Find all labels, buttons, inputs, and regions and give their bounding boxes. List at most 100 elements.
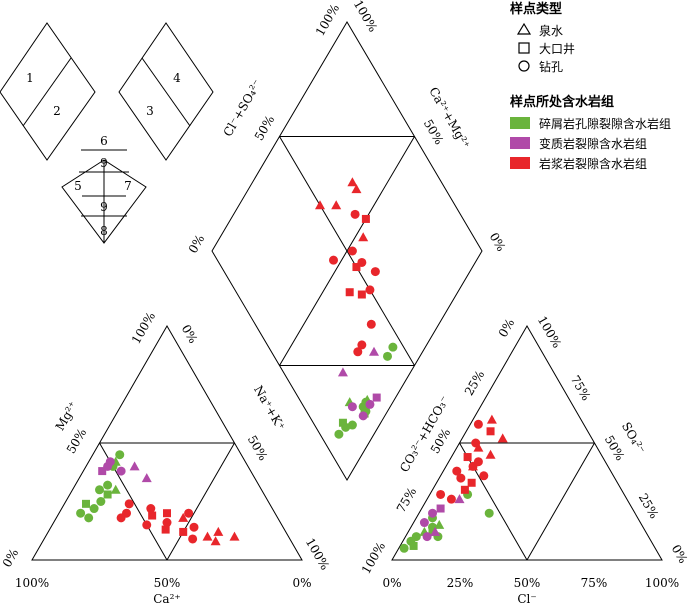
sample-point-diamond <box>345 288 354 297</box>
anion-tick-right: 25% <box>636 491 661 521</box>
key-label-5: 5 <box>74 179 82 193</box>
sample-point-cation <box>76 508 86 518</box>
sample-point-cation <box>98 467 107 476</box>
sample-point-cation <box>84 513 94 523</box>
sample-point-anion <box>409 541 418 550</box>
sample-point-anion <box>468 461 478 471</box>
sample-point-diamond <box>334 429 344 439</box>
cation-tick: 50% <box>154 576 181 590</box>
sample-point-diamond <box>331 200 342 210</box>
sample-point-anion <box>446 494 456 504</box>
anion-tick-right: 75% <box>568 373 593 403</box>
sample-point-anion <box>486 414 497 424</box>
legend-swatch <box>510 157 530 169</box>
legend-type-label: 泉水 <box>539 24 563 38</box>
sample-point-diamond <box>353 347 363 357</box>
legend-group-title: 样点所处含水岩组 <box>510 94 614 110</box>
sample-point-diamond <box>358 411 368 421</box>
sample-point-anion <box>484 508 494 518</box>
cation-tick-right: 100% <box>303 536 332 573</box>
diamond-tick-right: 100% <box>351 0 380 34</box>
anion-tick-left: 25% <box>462 368 487 398</box>
sample-point-diamond <box>357 290 366 299</box>
sample-point-anion <box>430 526 441 536</box>
key-line <box>22 57 72 127</box>
anion-tick-right: 0% <box>669 542 691 565</box>
sample-point-anion <box>399 543 409 553</box>
diamond-tick-left: 100% <box>313 2 342 39</box>
anion-tick-left: 75% <box>394 485 419 515</box>
anion-tick: 25% <box>447 576 474 590</box>
sample-point-diamond <box>383 351 392 361</box>
sample-point-anion <box>436 489 446 499</box>
sample-point-anion <box>473 442 484 452</box>
legend: 样点类型泉水大口井钻孔样点所处含水岩组碎屑岩孔隙裂隙含水岩组变质岩裂隙含水岩组岩… <box>510 1 671 171</box>
anion-tick: 0% <box>382 576 401 590</box>
cation-tick-left: 0% <box>0 546 21 569</box>
sample-point-diamond <box>370 267 380 277</box>
sample-point-diamond <box>347 246 357 256</box>
legend-group-label: 变质岩裂隙含水岩组 <box>539 136 647 151</box>
sample-point-diamond <box>361 214 370 223</box>
sample-point-cation <box>103 490 112 499</box>
legend-square-icon <box>518 42 530 54</box>
anion-tick-right: 50% <box>602 433 627 463</box>
sample-point-diamond <box>347 402 357 412</box>
diamond <box>211 21 483 481</box>
sample-point-anion <box>486 427 495 436</box>
anion-grid-line <box>459 442 528 561</box>
legend-type-label: 钻孔 <box>539 59 563 74</box>
sample-point-cation <box>116 513 126 523</box>
anion-xlabel: Cl⁻ <box>517 592 536 606</box>
sample-point-diamond <box>347 420 357 430</box>
sample-point-cation <box>163 509 171 518</box>
sample-point-cation <box>110 484 121 494</box>
key-label-1: 1 <box>26 71 34 85</box>
anion-tick: 75% <box>581 576 608 590</box>
sample-point-diamond <box>358 232 369 242</box>
key-label-6: 6 <box>100 134 108 148</box>
sample-point-anion <box>434 519 445 529</box>
diamond-grid-line <box>279 136 415 366</box>
sample-point-cation <box>178 512 189 522</box>
key-label-2: 2 <box>53 104 61 118</box>
sample-point-cation <box>142 520 152 530</box>
axis-labels: 100% 50% 0%Ca²⁺0%50%100%Mg²⁺0%50%100%Na⁺+K… <box>0 0 690 606</box>
sample-point-cation <box>188 534 198 544</box>
sample-point-anion <box>422 532 432 542</box>
sample-point-cation <box>179 527 188 536</box>
sample-point-anion <box>473 419 483 429</box>
sample-point-diamond <box>366 319 376 329</box>
sample-point-diamond <box>369 346 379 356</box>
diamond-tick-right: 50% <box>421 117 446 147</box>
anion-grid-line <box>526 442 595 561</box>
key-diagram: 1 2 4 3 6 9 5 7 9 8 <box>0 22 214 244</box>
cation-xlabel: Ca²⁺ <box>153 592 180 606</box>
sample-point-cation <box>146 504 156 514</box>
legend-group-label: 岩浆岩裂隙含水岩组 <box>539 156 647 171</box>
key-line <box>141 57 191 127</box>
legend-type-title: 样点类型 <box>510 1 562 17</box>
sample-point-cation <box>141 473 152 483</box>
sample-point-anion <box>463 453 472 462</box>
cation-grid-line <box>166 442 235 561</box>
sample-point-diamond <box>351 184 362 194</box>
sample-point-cation <box>82 499 90 508</box>
anion-tick-left: 100% <box>359 540 388 577</box>
sample-point-diamond <box>315 200 325 210</box>
sample-point-anion <box>452 466 462 476</box>
anion-tick: 100% <box>645 576 679 590</box>
sample-point-anion <box>456 473 466 483</box>
diagram-frame <box>31 21 663 561</box>
cation-side-right: Na⁺+K⁺ <box>251 383 288 433</box>
legend-group-label: 碎屑岩孔隙裂隙含水岩组 <box>539 116 671 131</box>
sample-point-cation <box>161 525 170 534</box>
legend-circle-icon <box>518 60 530 72</box>
sample-point-diamond <box>329 255 338 265</box>
key-label-4: 4 <box>173 71 181 85</box>
key-label-7: 7 <box>124 179 132 193</box>
sample-point-cation <box>210 536 221 546</box>
sample-point-cation <box>184 508 194 518</box>
sample-point-diamond <box>357 340 367 350</box>
